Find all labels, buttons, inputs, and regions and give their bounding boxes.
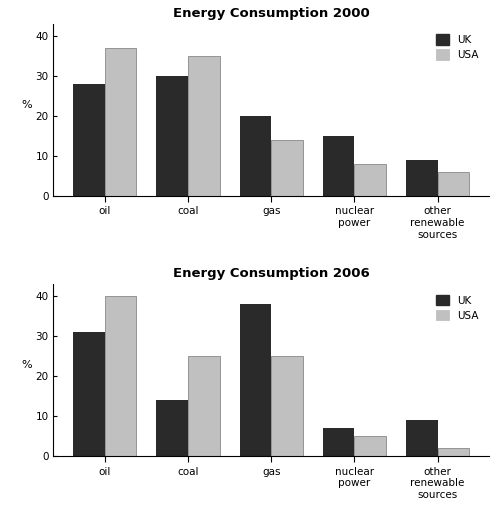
Bar (271, 356, 303, 456)
Bar (355, 437, 386, 456)
Bar (437, 448, 469, 456)
Bar (406, 160, 437, 196)
Bar (73, 333, 105, 456)
Bar (105, 296, 136, 456)
Bar (240, 304, 271, 456)
Bar (73, 84, 105, 196)
Legend: UK, USA: UK, USA (431, 289, 484, 326)
Bar (240, 116, 271, 196)
Bar (323, 428, 355, 456)
Bar (156, 401, 188, 456)
Bar (105, 48, 136, 196)
Y-axis label: %: % (22, 360, 32, 371)
Legend: UK, USA: UK, USA (431, 29, 484, 65)
Bar (271, 140, 303, 196)
Bar (156, 76, 188, 196)
Bar (323, 136, 355, 196)
Title: Energy Consumption 2006: Energy Consumption 2006 (173, 267, 370, 280)
Bar (188, 56, 220, 196)
Bar (406, 420, 437, 456)
Y-axis label: %: % (22, 100, 32, 110)
Bar (355, 164, 386, 196)
Bar (437, 172, 469, 196)
Bar (188, 356, 220, 456)
Title: Energy Consumption 2000: Energy Consumption 2000 (173, 7, 370, 20)
